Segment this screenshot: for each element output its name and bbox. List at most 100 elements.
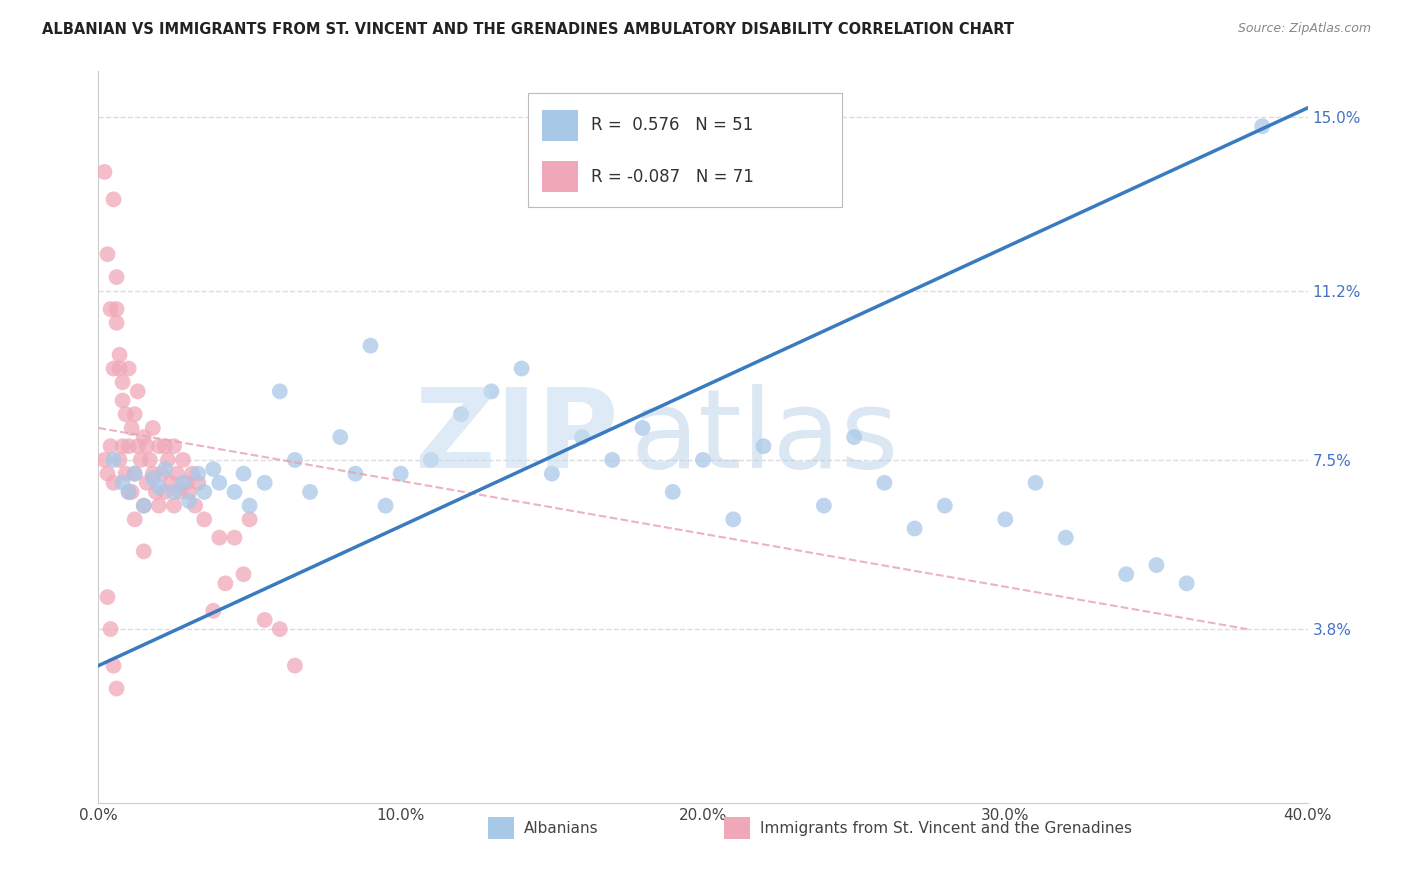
Point: [103, 193, 125, 207]
Point: [450, 407, 472, 421]
Point: [124, 467, 146, 481]
Point: [108, 348, 131, 362]
Point: [232, 567, 254, 582]
Point: [142, 467, 165, 481]
Point: [124, 407, 146, 421]
Point: [103, 453, 125, 467]
Point: [135, 475, 157, 490]
Point: [108, 361, 131, 376]
Text: R = -0.087   N = 71: R = -0.087 N = 71: [591, 168, 754, 186]
Text: R =  0.576   N = 51: R = 0.576 N = 51: [591, 117, 752, 135]
Point: [723, 512, 745, 526]
Point: [193, 485, 215, 500]
Point: [214, 576, 236, 591]
Text: Source: ZipAtlas.com: Source: ZipAtlas.com: [1237, 22, 1371, 36]
Point: [118, 485, 141, 500]
Point: [224, 485, 246, 500]
Point: [135, 439, 157, 453]
Point: [269, 622, 291, 636]
Point: [150, 467, 173, 481]
Point: [873, 475, 896, 490]
Point: [374, 499, 396, 513]
Point: [692, 453, 714, 467]
Point: [96, 467, 118, 481]
Point: [139, 453, 162, 467]
Point: [934, 499, 956, 513]
Point: [1251, 120, 1274, 134]
Point: [111, 376, 134, 390]
Point: [284, 453, 307, 467]
Point: [344, 467, 367, 481]
Point: [153, 439, 176, 453]
Point: [103, 475, 125, 490]
Point: [299, 485, 322, 500]
Point: [510, 361, 533, 376]
Point: [172, 453, 194, 467]
Point: [127, 384, 149, 399]
Point: [114, 407, 136, 421]
Point: [360, 338, 382, 352]
Point: [208, 475, 231, 490]
Point: [153, 485, 176, 500]
Point: [187, 475, 209, 490]
Point: [114, 467, 136, 481]
Point: [145, 485, 167, 500]
Point: [163, 439, 186, 453]
Point: [124, 512, 146, 526]
Point: [111, 393, 134, 408]
FancyBboxPatch shape: [527, 94, 842, 207]
Point: [148, 499, 170, 513]
Point: [132, 430, 155, 444]
Point: [100, 302, 122, 317]
Point: [540, 467, 562, 481]
Point: [103, 361, 125, 376]
Point: [111, 439, 134, 453]
Text: ZIP: ZIP: [415, 384, 619, 491]
Point: [148, 480, 170, 494]
Point: [127, 439, 149, 453]
Point: [129, 453, 152, 467]
Text: Immigrants from St. Vincent and the Grenadines: Immigrants from St. Vincent and the Gren…: [759, 821, 1132, 836]
Point: [193, 512, 215, 526]
Point: [661, 485, 683, 500]
Point: [1024, 475, 1046, 490]
Point: [284, 658, 307, 673]
Point: [253, 475, 276, 490]
Point: [179, 494, 201, 508]
Point: [571, 430, 593, 444]
Point: [163, 499, 186, 513]
Point: [813, 499, 835, 513]
Point: [100, 439, 122, 453]
Bar: [543, 110, 578, 141]
Point: [132, 499, 155, 513]
Point: [208, 531, 231, 545]
Point: [181, 467, 204, 481]
Point: [166, 467, 188, 481]
Point: [631, 421, 654, 435]
Point: [105, 302, 128, 317]
Point: [224, 531, 246, 545]
Point: [163, 485, 186, 500]
Point: [172, 475, 194, 490]
Point: [602, 453, 624, 467]
Point: [121, 485, 143, 500]
Point: [752, 439, 775, 453]
Point: [174, 475, 197, 490]
Point: [118, 361, 141, 376]
Point: [844, 430, 866, 444]
Point: [187, 467, 209, 481]
Point: [994, 512, 1017, 526]
Point: [105, 270, 128, 285]
Text: Albanians: Albanians: [524, 821, 599, 836]
Point: [160, 475, 183, 490]
Point: [184, 499, 207, 513]
Point: [1054, 531, 1077, 545]
Point: [142, 471, 165, 485]
Point: [269, 384, 291, 399]
Point: [202, 604, 225, 618]
Point: [239, 499, 262, 513]
Point: [389, 467, 412, 481]
Point: [156, 453, 179, 467]
Point: [202, 462, 225, 476]
Point: [121, 421, 143, 435]
